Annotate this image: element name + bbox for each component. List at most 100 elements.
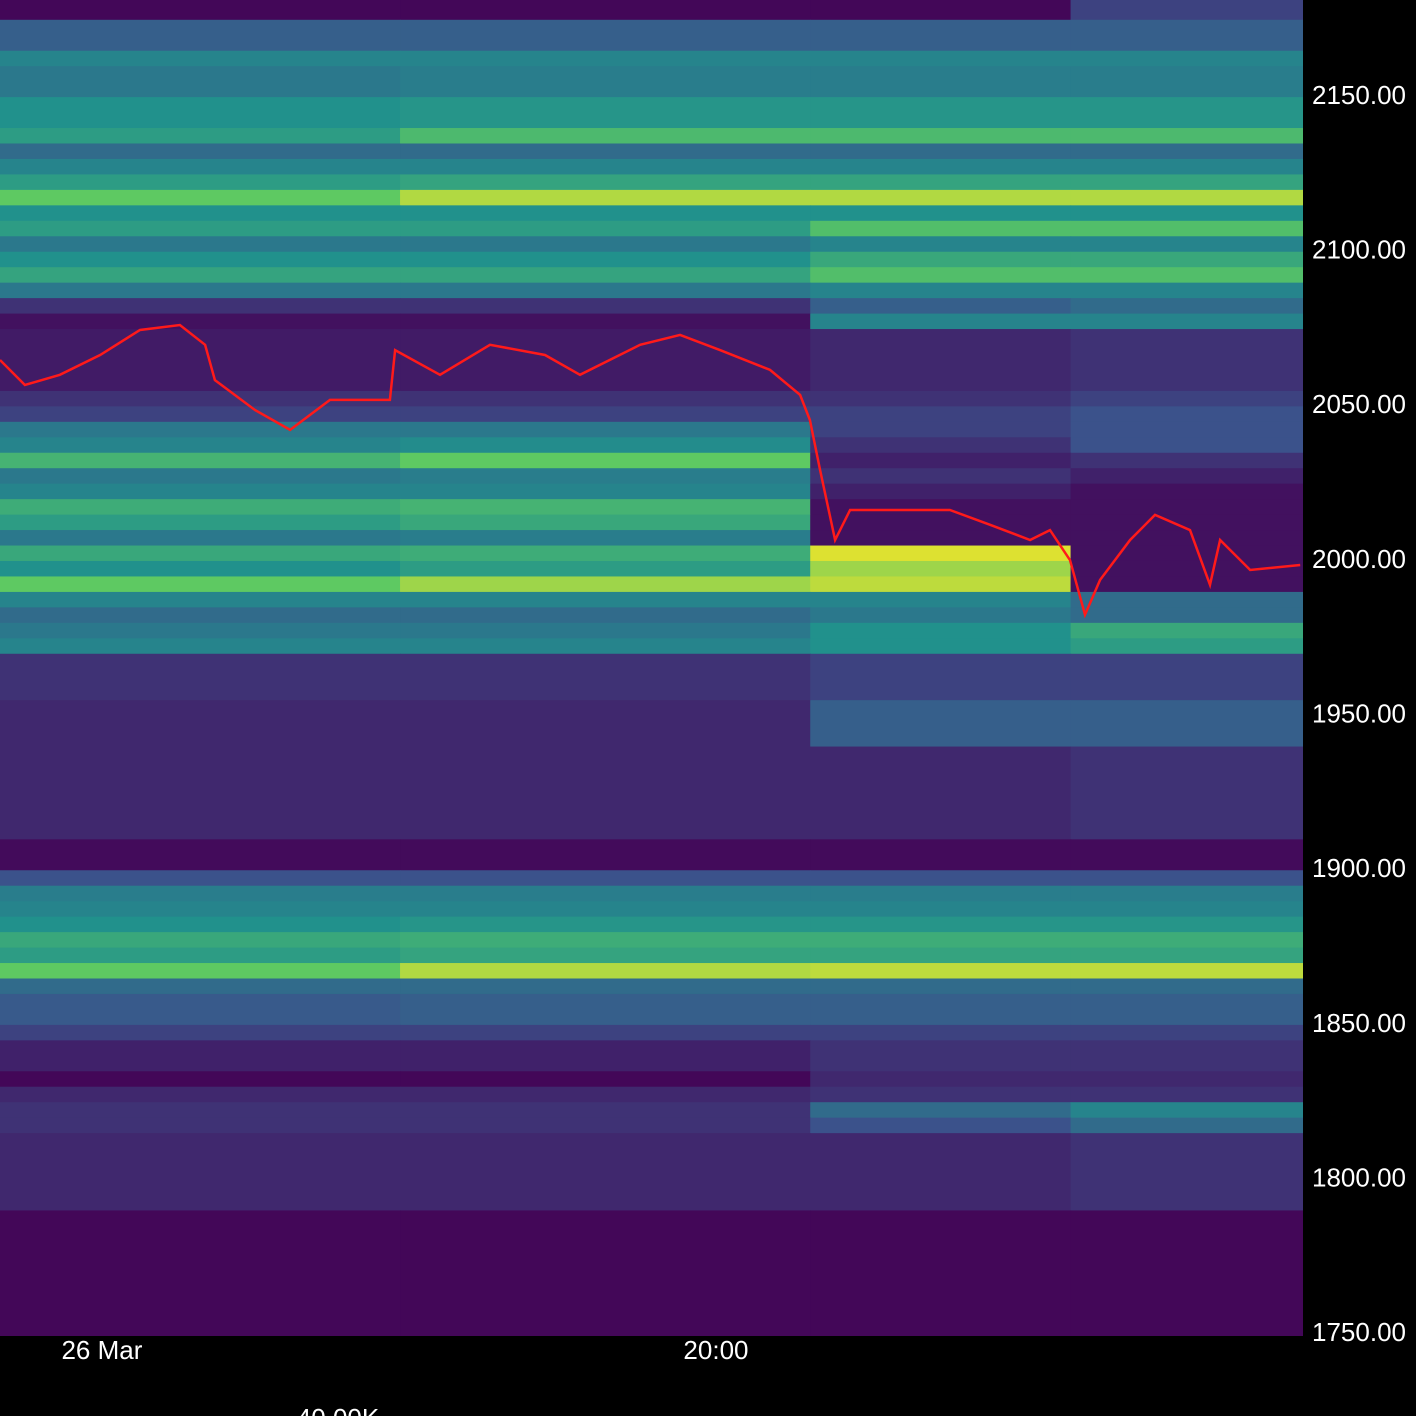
heat-cell <box>0 205 401 222</box>
heat-cell <box>810 622 1072 639</box>
heat-cell <box>1070 1210 1304 1337</box>
heat-cell <box>400 1040 811 1072</box>
y-tick-label: 2050.00 <box>1312 389 1406 419</box>
heat-cell <box>400 483 811 500</box>
heat-cell <box>1070 530 1304 547</box>
heat-cell <box>810 1210 1072 1337</box>
heat-cell <box>0 978 401 995</box>
heat-cell <box>400 638 811 655</box>
heat-cell <box>810 1102 1072 1119</box>
heat-cell <box>0 560 401 577</box>
heat-cell <box>1070 1117 1304 1134</box>
heat-cell <box>810 189 1072 206</box>
heat-cell <box>0 468 401 485</box>
heat-cell <box>400 298 811 315</box>
heat-cell <box>1070 452 1304 469</box>
heat-cell <box>0 700 401 748</box>
heat-cell <box>400 1102 811 1119</box>
heat-cell <box>0 1117 401 1134</box>
heat-cell <box>0 653 401 701</box>
heat-cell <box>0 437 401 454</box>
heat-cell <box>1070 901 1304 918</box>
y-tick-label: 2150.00 <box>1312 80 1406 110</box>
y-tick-label: 1900.00 <box>1312 853 1406 883</box>
heat-cell <box>1070 978 1304 995</box>
heat-cell <box>0 1024 401 1041</box>
heat-cell <box>400 1133 811 1211</box>
heat-cell <box>400 282 811 299</box>
heat-cell <box>400 700 811 748</box>
heat-cell <box>0 452 401 469</box>
heat-cell <box>0 607 401 624</box>
heat-cell <box>400 236 811 253</box>
heat-cell <box>810 560 1072 577</box>
heat-cell <box>0 993 401 1026</box>
heat-cell <box>400 560 811 577</box>
heat-cell <box>400 437 811 454</box>
heat-cell <box>1070 870 1304 887</box>
heat-cell <box>1070 932 1304 949</box>
heat-cell <box>0 1102 401 1119</box>
heat-cell <box>1070 282 1304 299</box>
heat-cell <box>400 870 811 887</box>
heat-cell <box>810 885 1072 902</box>
heat-cell <box>0 298 401 315</box>
heat-cell <box>0 128 401 144</box>
heat-cell <box>400 50 811 67</box>
heat-cell <box>0 746 401 840</box>
heat-cell <box>1070 607 1304 624</box>
heat-cell <box>0 251 401 268</box>
heat-cell <box>1070 406 1304 423</box>
heat-cell <box>1070 437 1304 454</box>
heat-cell <box>0 483 401 500</box>
heat-cell <box>400 1210 811 1337</box>
heat-cell <box>400 932 811 949</box>
heat-cell <box>1070 514 1304 531</box>
heat-cell <box>400 1024 811 1041</box>
heat-cell <box>810 452 1072 469</box>
heat-cell <box>1070 1040 1304 1072</box>
heat-cell <box>400 128 811 144</box>
heat-cell <box>0 421 401 438</box>
heat-cell <box>1070 50 1304 67</box>
heat-cell <box>810 901 1072 918</box>
heat-cell <box>810 468 1072 485</box>
heat-cell <box>0 189 401 206</box>
heat-cell <box>810 251 1072 268</box>
heat-cell <box>810 174 1072 191</box>
heat-cell <box>810 1071 1072 1088</box>
heat-cell <box>0 158 401 175</box>
heat-cell <box>810 530 1072 547</box>
heat-cell <box>400 174 811 191</box>
heat-cell <box>0 313 401 330</box>
heat-cell <box>400 885 811 902</box>
y-tick-label: 1800.00 <box>1312 1162 1406 1192</box>
heat-cell <box>1070 19 1304 52</box>
heat-cell <box>400 993 811 1026</box>
heat-cell <box>810 932 1072 949</box>
heat-cell <box>810 50 1072 67</box>
heat-cell <box>810 143 1072 160</box>
heat-cell <box>0 50 401 67</box>
heat-cell <box>810 978 1072 995</box>
heat-cell <box>1070 483 1304 500</box>
heat-cell <box>810 870 1072 887</box>
heat-cell <box>0 638 401 655</box>
heat-cell <box>810 267 1072 284</box>
heat-cell <box>810 19 1072 52</box>
heat-cell <box>810 205 1072 222</box>
heat-cell <box>0 622 401 639</box>
heat-cell <box>0 1040 401 1072</box>
heat-cell <box>0 66 401 98</box>
heat-cell <box>810 700 1072 748</box>
heat-cell <box>400 1071 811 1088</box>
heat-cell <box>400 499 811 516</box>
heat-cell <box>810 1117 1072 1134</box>
heat-cell <box>1070 1102 1304 1119</box>
heat-cell <box>810 993 1072 1026</box>
heat-cell <box>810 329 1072 392</box>
heat-cell <box>810 0 1072 21</box>
heat-cell <box>810 947 1072 964</box>
